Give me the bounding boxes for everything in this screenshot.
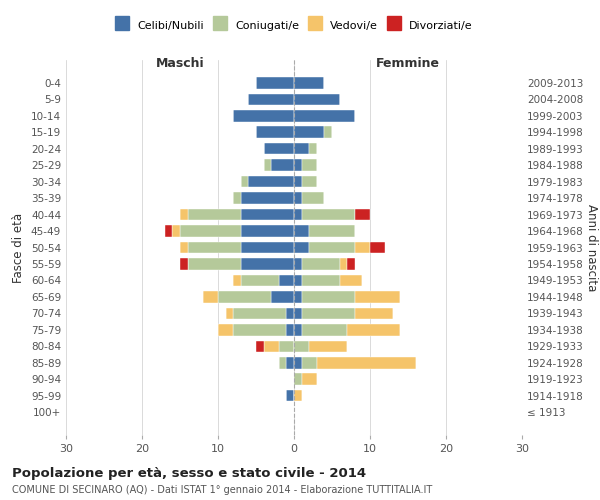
Bar [294,209,302,220]
Bar [309,242,355,254]
Bar [241,209,294,220]
Bar [218,324,233,336]
Bar [294,357,302,368]
Text: Femmine: Femmine [376,56,440,70]
Bar [302,324,347,336]
Bar [271,160,294,171]
Bar [188,258,241,270]
Bar [233,324,286,336]
Bar [233,308,286,319]
Bar [302,160,317,171]
Bar [256,340,263,352]
Bar [294,274,302,286]
Bar [302,192,325,204]
Bar [188,209,241,220]
Bar [294,176,302,188]
Bar [226,308,233,319]
Bar [347,258,355,270]
Bar [294,226,309,237]
Bar [241,274,279,286]
Y-axis label: Anni di nascita: Anni di nascita [584,204,598,291]
Bar [180,242,188,254]
Bar [347,324,400,336]
Bar [286,357,294,368]
Bar [294,110,355,122]
Bar [302,357,317,368]
Bar [233,110,294,122]
Bar [302,258,340,270]
Bar [294,126,325,138]
Text: COMUNE DI SECINARO (AQ) - Dati ISTAT 1° gennaio 2014 - Elaborazione TUTTITALIA.I: COMUNE DI SECINARO (AQ) - Dati ISTAT 1° … [12,485,432,495]
Bar [165,226,172,237]
Bar [241,226,294,237]
Text: Popolazione per età, sesso e stato civile - 2014: Popolazione per età, sesso e stato civil… [12,468,366,480]
Bar [256,126,294,138]
Bar [309,143,317,154]
Bar [302,374,317,385]
Bar [340,258,347,270]
Bar [355,242,370,254]
Bar [286,390,294,402]
Bar [302,291,355,302]
Bar [248,94,294,105]
Bar [294,242,309,254]
Bar [263,340,279,352]
Text: Maschi: Maschi [155,56,205,70]
Bar [309,226,355,237]
Bar [294,390,302,402]
Bar [294,374,302,385]
Bar [203,291,218,302]
Bar [302,274,340,286]
Bar [218,291,271,302]
Bar [294,340,309,352]
Bar [263,160,271,171]
Bar [241,242,294,254]
Bar [263,143,294,154]
Bar [279,340,294,352]
Bar [309,340,347,352]
Bar [188,242,241,254]
Bar [294,192,302,204]
Bar [325,126,332,138]
Bar [294,324,302,336]
Bar [302,176,317,188]
Bar [241,192,294,204]
Bar [233,192,241,204]
Bar [180,209,188,220]
Bar [271,291,294,302]
Bar [180,226,241,237]
Bar [286,308,294,319]
Bar [172,226,180,237]
Bar [355,308,393,319]
Bar [355,209,370,220]
Bar [294,77,325,88]
Y-axis label: Fasce di età: Fasce di età [13,212,25,282]
Bar [294,258,302,270]
Bar [294,94,340,105]
Bar [180,258,188,270]
Bar [279,357,286,368]
Bar [241,176,248,188]
Bar [294,160,302,171]
Bar [317,357,416,368]
Bar [294,143,309,154]
Bar [241,258,294,270]
Bar [294,308,302,319]
Bar [355,291,400,302]
Bar [256,77,294,88]
Bar [294,291,302,302]
Legend: Celibi/Nubili, Coniugati/e, Vedovi/e, Divorziati/e: Celibi/Nubili, Coniugati/e, Vedovi/e, Di… [112,17,476,34]
Bar [370,242,385,254]
Bar [286,324,294,336]
Bar [340,274,362,286]
Bar [233,274,241,286]
Bar [279,274,294,286]
Bar [302,209,355,220]
Bar [302,308,355,319]
Bar [248,176,294,188]
